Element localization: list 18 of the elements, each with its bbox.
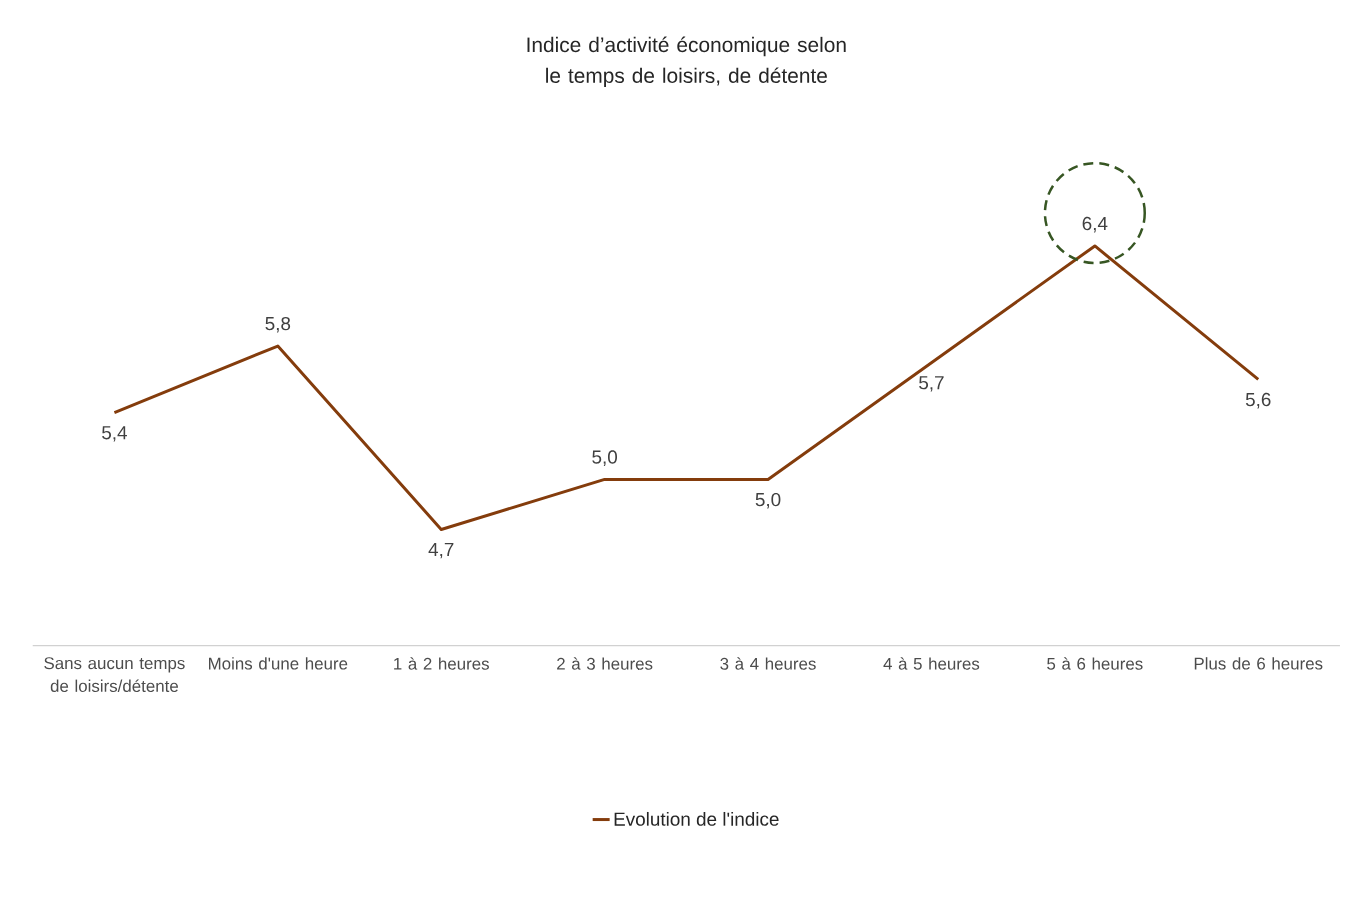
- x-tick-label: 1 à 2 heures: [394, 657, 489, 670]
- data-label: 5,0: [592, 450, 618, 466]
- x-tick-label: 2 à 3 heures: [557, 657, 653, 670]
- x-tick-label: Sans aucun temps de loisirs/détente: [44, 657, 185, 692]
- x-tick-label: Plus de 6 heures: [1194, 657, 1323, 670]
- x-tick-label: 5 à 6 heures: [1047, 657, 1143, 670]
- legend-label: Evolution de l'indice: [614, 811, 779, 826]
- x-tick-label: 3 à 4 heures: [720, 657, 816, 670]
- chart-title: Indice d’activité économique selon le temps de loisirs, de détente: [527, 36, 846, 88]
- data-label: 5,4: [102, 426, 127, 442]
- data-label: 5,0: [755, 492, 781, 509]
- data-label: 6,4: [1082, 216, 1108, 233]
- x-tick-label: 4 à 5 heures: [883, 657, 980, 670]
- data-label: 4,7: [428, 542, 454, 559]
- data-label: 5,8: [265, 316, 291, 333]
- data-label: 5,7: [919, 376, 944, 392]
- data-label: 5,6: [1245, 392, 1271, 409]
- x-tick-label: Moins d'une heure: [209, 657, 348, 670]
